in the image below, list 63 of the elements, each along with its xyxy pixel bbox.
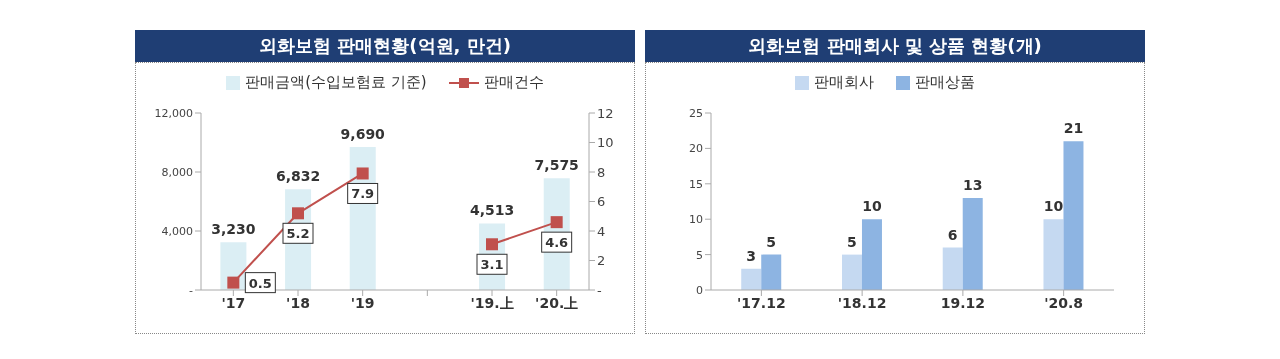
y-tick-label: 0 [696,283,703,297]
legend-label: 판매상품 [915,73,975,92]
y2-tick-label: 2 [597,253,606,269]
data-label: 7,575 [534,157,579,174]
bar [861,219,882,290]
data-label: 5 [766,233,777,250]
data-label: 4.6 [545,235,569,251]
data-label: 13 [962,176,983,193]
point [550,216,563,229]
data-label: 5.2 [286,226,310,242]
point [356,167,369,180]
data-label: 21 [1063,120,1084,137]
x-tick-label: 19.12 [940,294,986,311]
y-tick-label: 5 [696,248,703,262]
y-tick-label: 10 [689,213,703,227]
bar [1043,219,1064,290]
data-label: 3,230 [211,221,256,238]
bar [1063,141,1084,290]
legend-label: 판매회사 [814,73,874,92]
x-tick-label: '19 [350,294,375,311]
data-label: 0.5 [248,275,272,291]
data-label: 7.9 [351,186,375,202]
chart-title: 외화보험 판매현황(억원, 만건) [135,30,635,62]
bar [761,254,782,290]
bar [841,254,862,290]
data-label: 10 [1043,198,1064,215]
data-label: 4,513 [469,202,515,219]
y2-tick-label: 4 [597,223,606,239]
x-tick-label: '18.12 [837,294,887,311]
legend-label: 판매금액(수입보험료 기준) [245,73,427,92]
point [486,238,498,251]
x-tick-label: '17 [221,294,246,311]
legend-label: 판매건수 [483,73,544,92]
y2-tick-label: 6 [597,194,606,210]
y-tick-label: 20 [689,142,703,156]
data-label: 10 [862,198,882,215]
data-label: 3 [746,247,757,264]
y-tick-label: 25 [689,106,703,120]
data-label: 6 [947,226,958,243]
bar [741,268,762,290]
y-tick-label: 8,000 [161,165,193,179]
x-tick-label: '18 [286,294,310,311]
data-label: 3.1 [480,257,504,273]
data-label: 5 [847,233,857,250]
point [227,276,240,289]
point [292,207,304,220]
x-tick-label: '17.12 [737,294,786,311]
y-tick-label: 4,000 [161,224,193,238]
bar [942,247,963,290]
y-tick-label: 15 [689,177,703,191]
chart-title: 외화보험 판매회사 및 상품 현황(개) [645,30,1145,62]
data-label: 9,690 [340,126,386,143]
y2-tick-label: 8 [597,164,606,180]
x-tick-label: '19.上 [470,294,514,311]
y2-tick-label: 12 [597,105,614,121]
y2-tick-label: 10 [597,135,614,151]
y2-tick-label: - [597,282,602,298]
x-tick-label: '20.8 [1044,294,1084,311]
y-tick-label: - [189,283,194,297]
data-label: 6,832 [275,168,321,185]
y-tick-label: 12,000 [154,106,193,120]
x-tick-label: '20.上 [535,294,579,311]
bar [962,197,983,290]
